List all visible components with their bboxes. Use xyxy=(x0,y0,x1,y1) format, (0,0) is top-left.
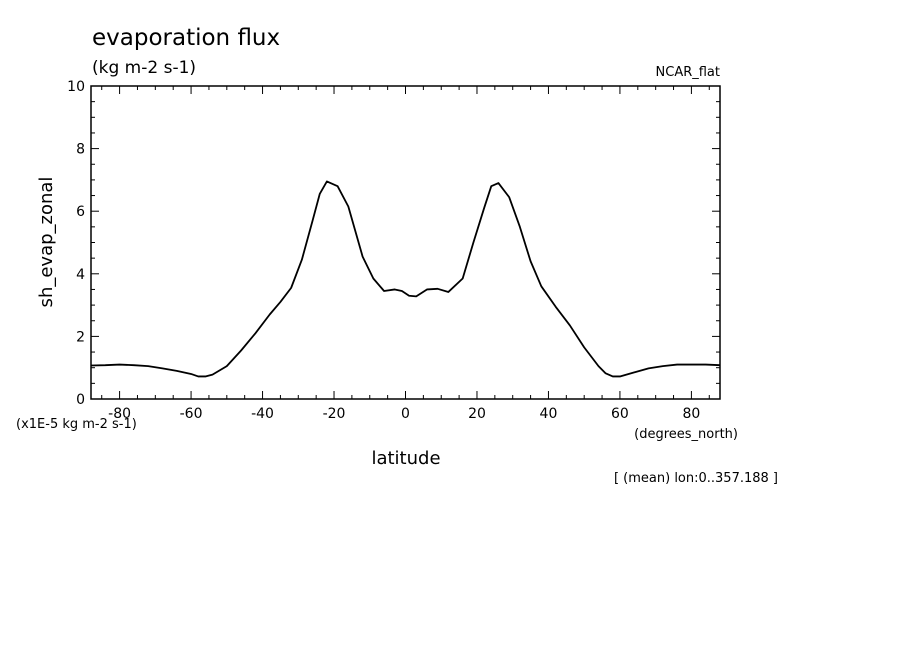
x-tick-label: 40 xyxy=(540,406,558,422)
x-units-label: (degrees_north) xyxy=(634,427,738,442)
x-tick-label: -40 xyxy=(251,406,274,422)
y-tick-label: 8 xyxy=(76,142,85,158)
chart-title: evaporation flux xyxy=(92,25,280,51)
x-tick-label: -60 xyxy=(180,406,203,422)
averaging-note: [ (mean) lon:0..357.188 ] xyxy=(614,471,778,486)
series-layer xyxy=(90,180,721,378)
x-tick-label: -20 xyxy=(323,406,346,422)
x-tick-label: 20 xyxy=(468,406,486,422)
x-tick-label: 80 xyxy=(682,406,700,422)
chart-units: (kg m-2 s-1) xyxy=(92,58,196,78)
y-axis-ticks: 0 2 4 6 8 10 xyxy=(67,79,720,408)
plot-frame xyxy=(90,85,721,400)
colormap-label: NCAR_flat xyxy=(656,65,720,80)
x-axis-label: latitude xyxy=(371,448,440,469)
x-axis-ticks: -80 -60 -40 -20 0 20 40 60 80 xyxy=(101,86,710,422)
x-tick-label: 60 xyxy=(611,406,629,422)
y-tick-label: 0 xyxy=(76,392,85,408)
y-axis-label: sh_evap_zonal xyxy=(36,177,57,308)
series-line-0 xyxy=(90,180,721,378)
y-tick-label: 2 xyxy=(76,329,85,345)
y-tick-label: 4 xyxy=(76,267,85,283)
scale-note: (x1E-5 kg m-2 s-1) xyxy=(16,417,137,432)
y-tick-label: 6 xyxy=(76,204,85,220)
y-tick-label: 10 xyxy=(67,79,85,95)
x-tick-label: -80 xyxy=(108,406,131,422)
x-tick-label: 0 xyxy=(401,406,410,422)
